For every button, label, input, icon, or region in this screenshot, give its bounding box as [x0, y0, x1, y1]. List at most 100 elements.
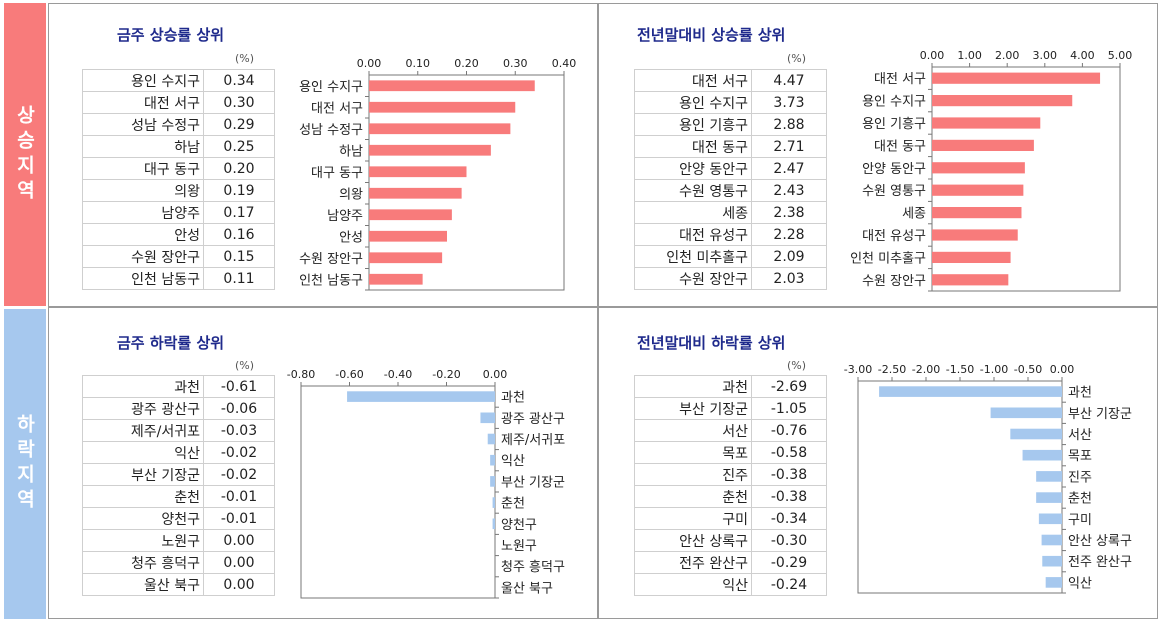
category-label: 과천	[501, 391, 525, 406]
region-name: 울산 북구	[82, 573, 204, 596]
region-name: 수원 장안구	[634, 267, 752, 290]
bar	[1036, 492, 1062, 503]
category-label: 울산 북구	[501, 581, 553, 596]
bar	[1036, 471, 1062, 482]
x-tick-label: 0.00	[483, 368, 508, 381]
table-row: 익산 -0.02	[82, 441, 275, 464]
table-row: 울산 북구 0.00	[82, 573, 275, 596]
x-tick-label: 5.00	[1108, 49, 1133, 62]
category-label: 대구 동구	[311, 166, 363, 181]
panel-title: 금주 상승률 상위	[117, 26, 225, 44]
region-name: 안양 동안구	[634, 157, 752, 180]
bar	[490, 454, 495, 466]
category-label: 인천 미추홀구	[850, 251, 926, 266]
bar	[879, 386, 1062, 397]
category-label: 춘천	[501, 497, 525, 512]
category-label: 수원 장안구	[862, 274, 926, 289]
category-label: 목포	[1068, 449, 1092, 464]
table-row: 노원구 0.00	[82, 529, 275, 552]
bar	[480, 412, 495, 424]
table-row: 인천 남동구 0.11	[82, 267, 275, 290]
region-name: 용인 수지구	[634, 91, 752, 114]
x-tick-label: 0.00	[1050, 363, 1075, 376]
region-name: 구미	[634, 507, 752, 530]
table-row: 구미 -0.34	[634, 507, 827, 530]
region-value: -0.24	[751, 573, 827, 596]
x-tick-label: 0.40	[552, 57, 577, 70]
x-tick-label: -0.60	[335, 368, 363, 381]
category-label: 전주 완산구	[1068, 555, 1132, 570]
bar	[1038, 513, 1062, 525]
region-value: 2.28	[751, 223, 827, 246]
x-tick-label: 0.10	[406, 57, 431, 70]
region-value: -0.34	[751, 507, 827, 530]
category-label: 대전 서구	[874, 72, 926, 87]
bar	[932, 95, 1073, 107]
data-table: 용인 수지구 0.34 대전 서구 0.30 성남 수정구 0.29 하남 0.25 대구 동구…	[82, 69, 275, 290]
x-tick-label: 2.00	[995, 49, 1020, 62]
panel-title: 전년말대비 하락률 상위	[637, 334, 786, 352]
unit-label: (%)	[787, 359, 807, 372]
bar	[932, 207, 1022, 219]
bar	[1042, 555, 1062, 567]
table-row: 광주 광산구 -0.06	[82, 397, 275, 420]
table-row: 수원 영통구 2.43	[634, 179, 827, 202]
bar	[492, 518, 495, 530]
category-label: 청주 흥덕구	[501, 560, 565, 575]
data-table: 과천 -2.69 부산 기장군 -1.05 서산 -0.76 목포 -0.58 진주 -0.38 춘…	[634, 375, 827, 596]
bar	[490, 476, 495, 487]
bar	[369, 230, 447, 242]
bar	[369, 273, 423, 285]
table-row: 과천 -0.61	[82, 375, 275, 398]
region-value: 0.00	[203, 551, 275, 574]
x-tick-label: 4.00	[1070, 49, 1095, 62]
category-label: 구미	[1068, 513, 1092, 528]
bar	[369, 101, 516, 113]
category-label: 대전 서구	[311, 101, 363, 116]
category-label: 부산 기장군	[1068, 407, 1132, 422]
region-value: 0.29	[203, 113, 275, 136]
region-value: 0.00	[203, 573, 275, 596]
region-value: 3.73	[751, 91, 827, 114]
region-name: 익산	[634, 573, 752, 596]
table-row: 안양 동안구 2.47	[634, 157, 827, 180]
x-tick-label: 3.00	[1033, 49, 1058, 62]
table-row: 대전 서구 4.47	[634, 69, 827, 92]
region-value: -0.01	[203, 507, 275, 530]
region-value: 4.47	[751, 69, 827, 92]
bar	[932, 162, 1025, 174]
x-tick-label: -0.20	[432, 368, 460, 381]
category-label: 대전 동구	[874, 139, 926, 154]
unit-label: (%)	[235, 359, 255, 372]
region-name: 제주/서귀포	[82, 419, 204, 442]
table-row: 의왕 0.19	[82, 179, 275, 202]
category-label: 용인 수지구	[299, 80, 363, 95]
bar	[1045, 577, 1062, 588]
region-value: 2.47	[751, 157, 827, 180]
falling-region-label: 하락지역	[4, 309, 46, 619]
unit-label: (%)	[235, 52, 255, 65]
region-value: -0.02	[203, 441, 275, 464]
region-value: 2.03	[751, 267, 827, 290]
region-value: 0.00	[203, 529, 275, 552]
category-label: 용인 기흥구	[862, 117, 926, 132]
x-tick-label: 0.00	[357, 57, 382, 70]
category-label: 안양 동안구	[862, 162, 926, 177]
x-tick-label: 0.00	[920, 49, 945, 62]
category-label: 춘천	[1068, 492, 1092, 507]
category-label: 안성	[339, 230, 363, 245]
category-label: 익산	[501, 454, 525, 469]
x-tick-label: -0.80	[287, 368, 315, 381]
table-row: 서산 -0.76	[634, 419, 827, 442]
bar	[932, 251, 1011, 263]
category-label: 진주	[1068, 470, 1092, 485]
bar	[932, 117, 1041, 129]
x-tick-label: 1.00	[957, 49, 982, 62]
table-row: 하남 0.25	[82, 135, 275, 158]
x-tick-label: 0.30	[503, 57, 528, 70]
